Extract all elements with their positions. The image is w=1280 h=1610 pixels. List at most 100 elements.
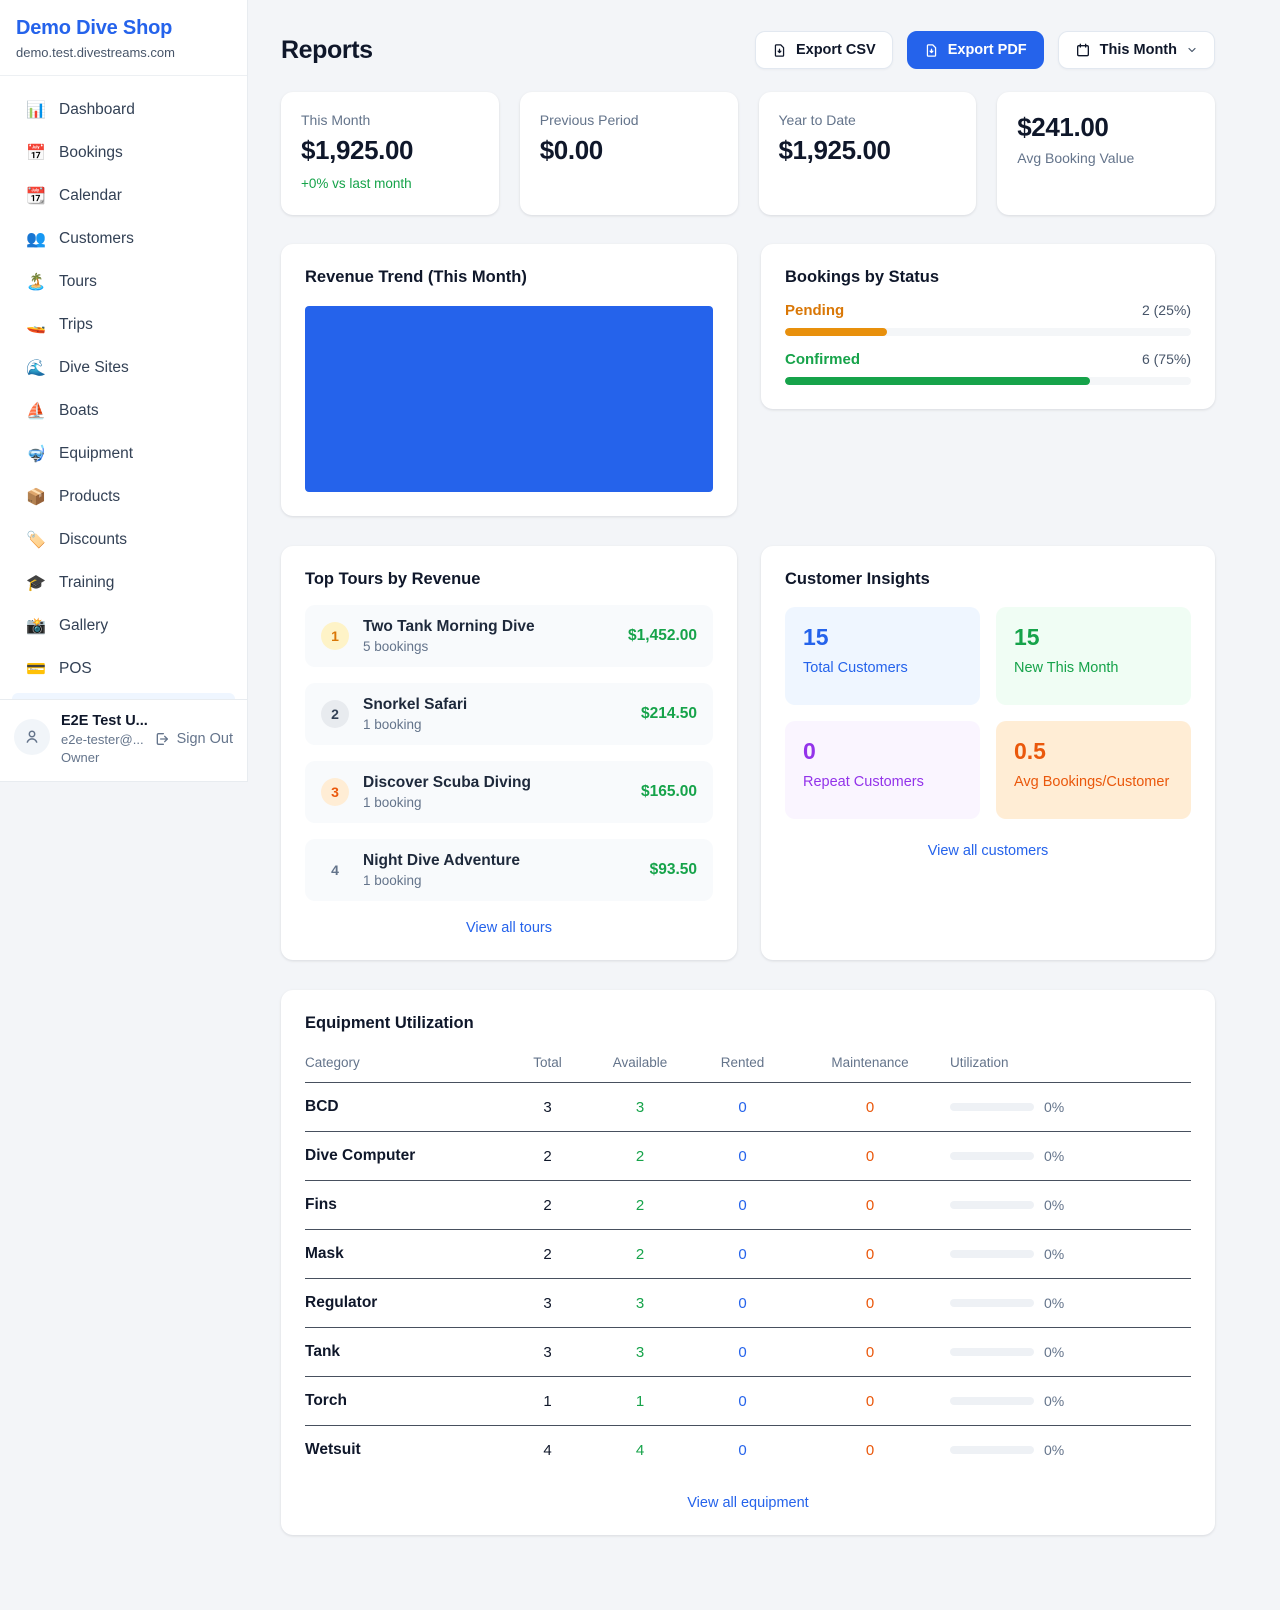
tour-name: Two Tank Morning Dive: [363, 618, 535, 635]
sidebar-item-bookings[interactable]: 📅 Bookings: [0, 131, 247, 174]
sidebar-item-calendar[interactable]: 📆 Calendar: [0, 174, 247, 217]
sidebar-item-label: POS: [59, 659, 92, 677]
status-value: 2 (25%): [1141, 302, 1191, 318]
view-all-equipment-link[interactable]: View all equipment: [305, 1495, 1191, 1511]
sidebar-item-tours[interactable]: 🏝️ Tours: [0, 260, 247, 303]
revenue-trend-title: Revenue Trend (This Month): [305, 268, 527, 286]
equipment-rented: 0: [738, 1441, 747, 1459]
tour-row[interactable]: 1 Two Tank Morning Dive 5 bookings $1,452.0…: [305, 605, 713, 667]
sidebar-item-training[interactable]: 🎓 Training: [0, 561, 247, 604]
equipment-total: 2: [510, 1180, 585, 1230]
equipment-maintenance: 0: [790, 1376, 950, 1426]
equipment-rented: 0: [695, 1278, 790, 1328]
insight-tile: 0.5 Avg Bookings/Customer: [996, 721, 1191, 819]
equipment-utilization: 0%: [950, 1327, 1191, 1377]
period-select[interactable]: This Month: [1057, 31, 1215, 69]
sidebar-item-gallery[interactable]: 📸 Gallery: [0, 604, 247, 647]
equipment-total: 1: [510, 1376, 585, 1426]
sidebar-item-dashboard[interactable]: 📊 Dashboard: [0, 88, 247, 131]
equipment-category: Fins: [305, 1180, 510, 1230]
insight-tile: 15 Total Customers: [785, 607, 980, 705]
user-role: Owner: [61, 750, 100, 765]
tour-row[interactable]: 2 Snorkel Safari 1 booking $214.50: [305, 683, 713, 745]
insight-tile: 0 Repeat Customers: [785, 721, 980, 819]
sidebar-item-discounts[interactable]: 🏷️ Discounts: [0, 518, 247, 561]
sidebar-item-label: Calendar: [59, 186, 122, 204]
equipment-maintenance: 0: [790, 1082, 950, 1132]
equipment-total: 4: [543, 1441, 552, 1459]
stat-card: $241.00 Avg Booking Value: [997, 92, 1215, 215]
equipment-category: Wetsuit: [305, 1441, 361, 1458]
equipment-utilization: 0%: [950, 1278, 1191, 1328]
sidebar-item-active-partial[interactable]: [12, 693, 235, 699]
calendar-17-icon: 📅: [26, 144, 46, 162]
tour-amount: $165.00: [640, 783, 697, 800]
file-download-icon: [926, 43, 936, 57]
sidebar-item-pos[interactable]: 💳 POS: [0, 647, 247, 690]
sign-out-button[interactable]: Sign Out: [154, 731, 233, 747]
export-pdf-button[interactable]: Export PDF: [906, 31, 1044, 69]
sidebar-item-equipment[interactable]: 🤿 Equipment: [0, 432, 247, 475]
tour-bookings: 1 booking: [363, 717, 422, 732]
view-all-customers-link[interactable]: View all customers: [785, 843, 1191, 859]
utilization-wrap: 0%: [950, 1295, 1191, 1311]
utilization-track: [950, 1103, 1034, 1111]
equipment-rented: 0: [695, 1180, 790, 1230]
sidebar-item-customers[interactable]: 👥 Customers: [0, 217, 247, 260]
sign-out-label: Sign Out: [176, 731, 233, 747]
sidebar-item-label: Dashboard: [59, 100, 135, 118]
tour-info: Two Tank Morning Dive 5 bookings: [363, 618, 535, 654]
utilization-track: [950, 1250, 1034, 1258]
equipment-utilization-card: Equipment Utilization Category Total Avail…: [281, 990, 1215, 1535]
equipment-table-header: Category Total Available Rented Maintenance U…: [305, 1045, 1191, 1083]
export-csv-label: Export CSV: [795, 42, 876, 58]
sidebar-item-dive-sites[interactable]: 🌊 Dive Sites: [0, 346, 247, 389]
user-info: E2E Test U... e2e-tester@... Owner: [61, 713, 148, 765]
tour-row[interactable]: 4 Night Dive Adventure 1 booking $93.50: [305, 839, 713, 901]
table-row: Dive Computer 2 2 0 0 0%: [305, 1131, 1191, 1181]
sidebar-item-label: Customers: [59, 229, 134, 247]
insights-row: Top Tours by Revenue 1 Two Tank Morning D…: [281, 546, 1215, 960]
sign-out-icon: [156, 733, 168, 745]
equipment-available: 2: [585, 1131, 695, 1181]
equipment-utilization: 0%: [950, 1376, 1191, 1426]
sidebar-item-products[interactable]: 📦 Products: [0, 475, 247, 518]
utilization-track: [950, 1201, 1034, 1209]
tour-name: Snorkel Safari: [363, 696, 468, 713]
equipment-utilization: 0%: [950, 1180, 1191, 1230]
equipment-maintenance: 0: [790, 1131, 950, 1181]
status-progress-fill: [785, 377, 1090, 385]
avatar: [14, 719, 50, 755]
sidebar-item-label: Bookings: [59, 143, 123, 161]
main-content: Reports Export CSV Export PDF This Month: [281, 0, 1215, 1535]
tour-row[interactable]: 3 Discover Scuba Diving 1 booking $165.00: [305, 761, 713, 823]
equipment-rented: 0: [695, 1082, 790, 1132]
tour-info: Night Dive Adventure 1 booking: [363, 852, 520, 888]
equipment-category: Tank: [305, 1327, 510, 1377]
camera-icon: 📸: [26, 617, 46, 635]
user-email: e2e-tester@...: [61, 732, 144, 747]
tear-calendar-icon: 📆: [26, 187, 46, 205]
top-tours-card: Top Tours by Revenue 1 Two Tank Morning D…: [281, 546, 737, 960]
view-all-tours-link[interactable]: View all tours: [305, 920, 713, 936]
sidebar-item-label: Products: [59, 487, 121, 505]
utilization-pct: 0%: [1044, 1344, 1065, 1360]
user-name: E2E Test U...: [61, 713, 148, 729]
equipment-table: Category Total Available Rented Maintenance U…: [305, 1045, 1191, 1474]
status-progress-track: [785, 328, 1191, 336]
rank-badge: 3: [321, 778, 349, 806]
credit-card-icon: 💳: [26, 660, 46, 678]
tour-name: Discover Scuba Diving: [363, 774, 531, 791]
export-csv-button[interactable]: Export CSV: [754, 31, 893, 69]
shop-domain: demo.test.divestreams.com: [16, 45, 175, 60]
island-icon: 🏝️: [26, 273, 46, 291]
tour-amount: $93.50: [649, 861, 697, 878]
equipment-category: Torch: [305, 1376, 510, 1426]
sidebar-item-trips[interactable]: 🚤 Trips: [0, 303, 247, 346]
utilization-pct: 0%: [1044, 1246, 1065, 1262]
insight-value: 15: [1014, 624, 1040, 650]
equipment-total: 2: [510, 1229, 585, 1279]
status-value: 6 (75%): [1141, 351, 1191, 367]
sidebar-item-boats[interactable]: ⛵ Boats: [0, 389, 247, 432]
column-header: Category: [305, 1045, 510, 1083]
